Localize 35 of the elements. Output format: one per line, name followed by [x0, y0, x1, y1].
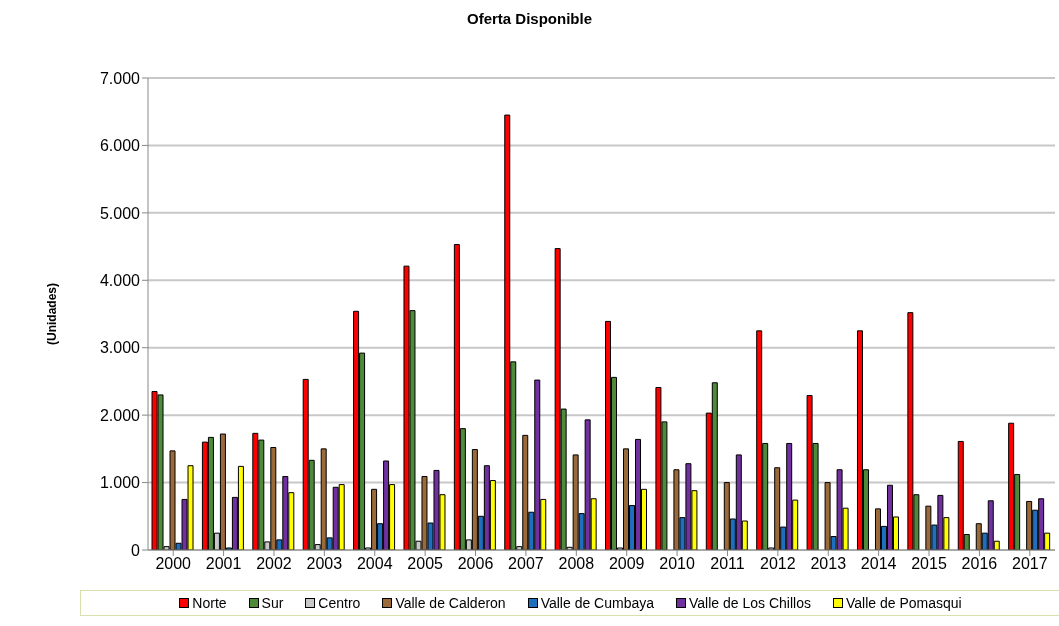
x-tick-label: 2003: [306, 555, 343, 573]
x-tick-label: 2004: [356, 555, 393, 573]
x-tick-label: 2015: [911, 555, 947, 573]
y-tick-label: 0: [131, 541, 141, 559]
y-tick-label: 3.000: [99, 339, 141, 357]
x-tick-label: 2006: [457, 555, 494, 573]
legend-label: Valle de Pomasqui: [844, 595, 962, 611]
chart-title: Oferta Disponible: [466, 10, 593, 27]
x-tick-label: 2005: [407, 555, 444, 573]
x-tick-label: 2000: [155, 555, 192, 573]
legend-label: Valle de Cumbaya: [539, 595, 655, 611]
x-tick-label: 2007: [508, 555, 544, 573]
legend-label: Valle de Los Chillos: [688, 595, 811, 611]
x-tick-label: 2017: [1012, 555, 1048, 573]
y-tick-label: 5.000: [99, 204, 141, 222]
y-axis-title: (Unidades): [45, 282, 60, 346]
x-tick-label: 2010: [659, 555, 695, 573]
x-tick-label: 2013: [810, 555, 847, 573]
legend-label: Centro: [317, 595, 361, 611]
x-tick-label: 2014: [860, 555, 897, 573]
y-tick-label: 6.000: [99, 137, 141, 155]
legend-label: Norte: [191, 595, 227, 611]
x-tick-label: 2011: [710, 555, 745, 573]
x-tick-label: 2016: [961, 555, 998, 573]
y-tick-label: 4.000: [99, 271, 141, 289]
x-tick-label: 2008: [558, 555, 595, 573]
y-tick-label: 2.000: [99, 406, 141, 424]
x-tick-label: 2001: [205, 555, 242, 573]
y-tick-label: 7.000: [99, 69, 141, 87]
x-tick-label: 2012: [760, 555, 796, 573]
x-tick-label: 2002: [256, 555, 292, 573]
legend-label: Valle de Calderon: [394, 595, 506, 611]
x-tick-label: 2009: [608, 555, 645, 573]
y-tick-label: 1.000: [99, 474, 141, 492]
legend-label: Sur: [260, 595, 284, 611]
